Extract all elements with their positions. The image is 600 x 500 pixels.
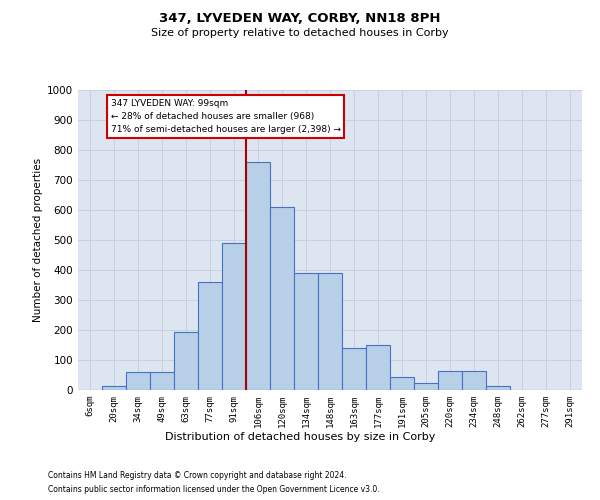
Bar bbox=[390, 376, 414, 390]
Text: Distribution of detached houses by size in Corby: Distribution of detached houses by size … bbox=[165, 432, 435, 442]
Bar bbox=[462, 370, 486, 390]
Bar bbox=[486, 386, 510, 390]
Bar bbox=[270, 207, 294, 390]
Text: Contains HM Land Registry data © Crown copyright and database right 2024.: Contains HM Land Registry data © Crown c… bbox=[48, 472, 347, 480]
Bar bbox=[198, 282, 222, 390]
Text: 347 LYVEDEN WAY: 99sqm
← 28% of detached houses are smaller (968)
71% of semi-de: 347 LYVEDEN WAY: 99sqm ← 28% of detached… bbox=[111, 99, 341, 134]
Bar bbox=[246, 162, 270, 390]
Text: 347, LYVEDEN WAY, CORBY, NN18 8PH: 347, LYVEDEN WAY, CORBY, NN18 8PH bbox=[159, 12, 441, 24]
Text: Contains public sector information licensed under the Open Government Licence v3: Contains public sector information licen… bbox=[48, 484, 380, 494]
Bar bbox=[294, 273, 318, 390]
Bar bbox=[174, 332, 198, 390]
Bar bbox=[102, 386, 126, 390]
Bar bbox=[366, 345, 390, 390]
Bar bbox=[222, 243, 246, 390]
Bar bbox=[126, 372, 150, 390]
Bar bbox=[150, 372, 174, 390]
Bar bbox=[438, 370, 462, 390]
Bar bbox=[414, 382, 438, 390]
Bar bbox=[318, 273, 342, 390]
Text: Size of property relative to detached houses in Corby: Size of property relative to detached ho… bbox=[151, 28, 449, 38]
Bar bbox=[342, 348, 366, 390]
Y-axis label: Number of detached properties: Number of detached properties bbox=[33, 158, 43, 322]
